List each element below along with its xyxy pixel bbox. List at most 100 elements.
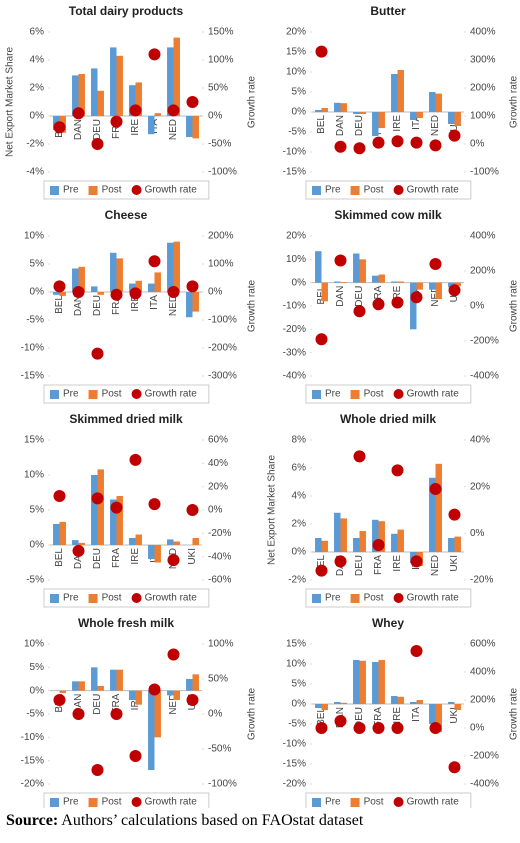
growth-point: [53, 121, 66, 134]
y2-tick-label: 40%: [470, 435, 490, 446]
y2-tick-label: 0%: [208, 709, 223, 720]
y2-axis-label: Growth rate: [509, 687, 520, 740]
y2-tick-label: 40%: [208, 458, 228, 469]
y-tick-label: 5%: [30, 662, 45, 673]
y2-tick-label: -40%: [208, 551, 231, 562]
legend-label: Post: [102, 593, 122, 604]
growth-point: [167, 554, 180, 567]
y2-tick-label: 50%: [208, 83, 228, 94]
y-tick-label: -20%: [283, 324, 306, 335]
legend-label: Growth rate: [145, 185, 198, 196]
bar: [378, 660, 385, 704]
growth-point: [315, 722, 328, 734]
y2-tick-label: -20%: [470, 575, 493, 586]
growth-point: [167, 104, 180, 117]
y2-tick-label: -400%: [470, 371, 499, 382]
legend-label: Pre: [325, 389, 341, 400]
y-tick-label: 6%: [292, 463, 307, 474]
growth-point: [372, 539, 385, 551]
bar: [435, 463, 442, 552]
bar: [167, 242, 174, 292]
legend-marker: [131, 185, 142, 195]
bar: [372, 112, 379, 136]
growth-point: [167, 286, 180, 298]
y-tick-label: 15%: [286, 639, 306, 650]
y-tick-label: 15%: [24, 435, 44, 446]
growth-point: [110, 708, 123, 720]
x-tick-label: DAN: [335, 286, 346, 307]
bar: [148, 116, 155, 135]
growth-point: [91, 347, 104, 360]
y2-tick-label: -100%: [470, 167, 499, 178]
chart-title: Skimmed dried milk: [69, 412, 183, 426]
bar: [359, 531, 366, 552]
bar: [154, 690, 161, 738]
y-tick-label: 0%: [292, 547, 307, 558]
chart-title: Skimmed cow milk: [334, 208, 442, 222]
growth-point: [334, 555, 347, 568]
x-tick-label: FRA: [111, 693, 122, 713]
y2-tick-label: -50%: [208, 139, 231, 150]
x-tick-label: BEL: [316, 555, 327, 574]
x-tick-label: DEU: [92, 119, 103, 140]
y2-tick-label: 0%: [208, 287, 223, 298]
legend-marker: [312, 798, 321, 807]
legend-marker: [312, 390, 321, 399]
bar: [448, 112, 455, 124]
bar: [167, 690, 174, 696]
bar: [315, 251, 322, 283]
bar: [110, 669, 117, 691]
legend-box: [43, 180, 210, 200]
y2-tick-label: 0%: [208, 505, 223, 516]
chart-grid: Total dairy products -4% -2% 0% 2% 4% 6% -100% -…: [5, 4, 520, 812]
growth-point: [91, 764, 104, 776]
growth-point: [91, 138, 104, 150]
x-tick-label: ITA: [411, 115, 422, 130]
legend-marker: [312, 186, 321, 195]
bar: [53, 292, 60, 295]
growth-point: [448, 284, 461, 297]
y-tick-label: 20%: [286, 231, 306, 242]
y2-tick-label: -200%: [470, 751, 499, 762]
y-tick-label: 6%: [30, 27, 45, 38]
bar: [410, 282, 417, 330]
y-tick-label: 15%: [286, 47, 306, 58]
bar: [416, 282, 423, 290]
growth-point: [53, 280, 66, 293]
bar: [148, 690, 155, 770]
growth-point: [353, 722, 366, 734]
bar: [78, 266, 85, 292]
bar: [454, 282, 461, 287]
x-tick-label: BEL: [54, 295, 65, 314]
bar: [192, 538, 199, 545]
y-axis-label: Net Export Market Share: [267, 455, 278, 565]
legend-label: Pre: [63, 185, 79, 196]
growth-point: [53, 694, 66, 706]
bar: [173, 541, 180, 545]
y2-tick-label: -200%: [208, 343, 237, 354]
chart-panel: Butter -15% -10% -5% 0% 5% 10% 15% 20% -100% 0% 100…: [283, 4, 520, 200]
bar: [429, 704, 436, 724]
y-tick-label: 10%: [24, 470, 44, 481]
bar: [359, 112, 366, 114]
y-tick-label: 10%: [24, 231, 44, 242]
y-tick-label: -15%: [283, 167, 306, 178]
bar: [148, 283, 155, 292]
bar: [192, 292, 199, 312]
growth-point: [315, 564, 328, 577]
y-tick-label: 0%: [30, 685, 45, 696]
bar: [116, 669, 123, 691]
legend-label: Pre: [63, 593, 79, 604]
chart-title: Whey: [372, 616, 404, 630]
growth-point: [372, 298, 385, 311]
bar: [116, 55, 123, 116]
growth-point: [110, 115, 123, 128]
bar: [391, 74, 398, 112]
legend-label: Growth rate: [407, 797, 460, 808]
y-tick-label: -30%: [283, 347, 306, 358]
y-tick-label: -15%: [21, 755, 44, 766]
y2-tick-label: 200%: [470, 695, 496, 706]
bar: [454, 536, 461, 552]
growth-point: [391, 464, 404, 477]
growth-point: [148, 48, 161, 61]
